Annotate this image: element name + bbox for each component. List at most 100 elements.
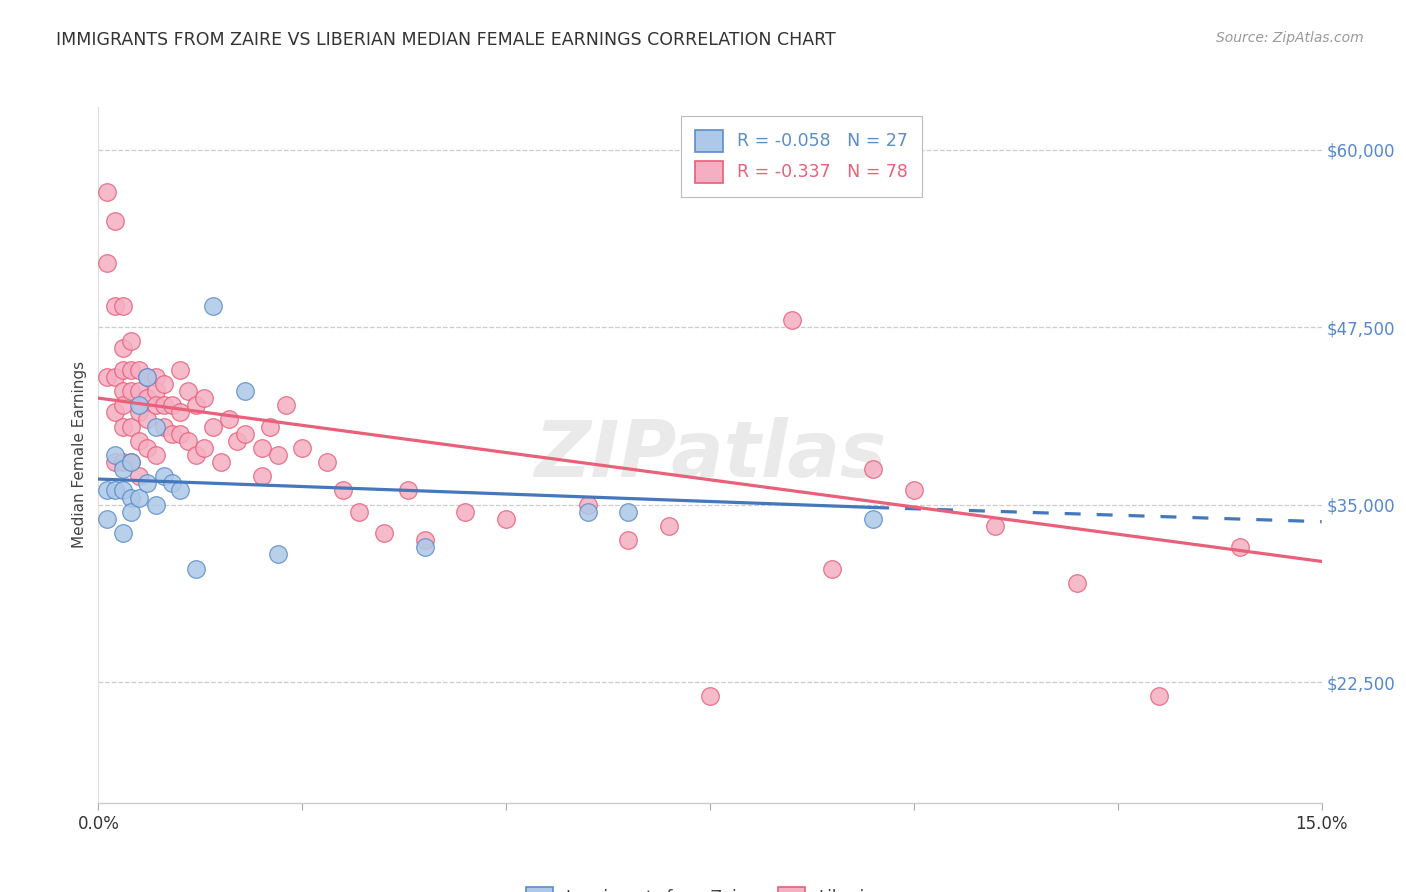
Text: IMMIGRANTS FROM ZAIRE VS LIBERIAN MEDIAN FEMALE EARNINGS CORRELATION CHART: IMMIGRANTS FROM ZAIRE VS LIBERIAN MEDIAN…	[56, 31, 837, 49]
Point	[152, 469, 174, 483]
Point	[152, 376, 174, 391]
Point	[120, 505, 142, 519]
Point	[120, 334, 142, 349]
Point	[332, 483, 354, 498]
Point	[250, 441, 273, 455]
Point	[780, 313, 803, 327]
Point	[169, 405, 191, 419]
Point	[136, 391, 159, 405]
Point	[617, 533, 640, 548]
Point	[160, 398, 183, 412]
Y-axis label: Median Female Earnings: Median Female Earnings	[72, 361, 87, 549]
Point	[1147, 690, 1170, 704]
Point	[186, 398, 208, 412]
Point	[104, 405, 127, 419]
Point	[104, 213, 127, 227]
Point	[413, 533, 436, 548]
Point	[576, 498, 599, 512]
Point	[186, 561, 208, 575]
Point	[136, 412, 159, 426]
Point	[177, 384, 200, 398]
Point	[96, 186, 118, 200]
Point	[267, 547, 290, 561]
Point	[186, 448, 208, 462]
Point	[104, 455, 127, 469]
Point	[250, 469, 273, 483]
Text: ZIPatlas: ZIPatlas	[534, 417, 886, 493]
Point	[274, 398, 297, 412]
Point	[315, 455, 337, 469]
Point	[862, 462, 884, 476]
Point	[152, 398, 174, 412]
Point	[111, 342, 134, 356]
Point	[658, 519, 681, 533]
Point	[145, 498, 167, 512]
Point	[193, 391, 215, 405]
Point	[104, 299, 127, 313]
Point	[160, 476, 183, 491]
Point	[209, 455, 232, 469]
Point	[699, 690, 721, 704]
Point	[169, 362, 191, 376]
Point	[267, 448, 290, 462]
Point	[120, 455, 142, 469]
Point	[233, 426, 256, 441]
Point	[576, 505, 599, 519]
Point	[145, 384, 167, 398]
Point	[413, 540, 436, 554]
Point	[111, 455, 134, 469]
Point	[396, 483, 419, 498]
Point	[145, 369, 167, 384]
Point	[145, 398, 167, 412]
Point	[349, 505, 371, 519]
Point	[1066, 575, 1088, 590]
Point	[160, 426, 183, 441]
Point	[259, 419, 281, 434]
Point	[128, 398, 150, 412]
Point	[862, 512, 884, 526]
Point	[169, 483, 191, 498]
Point	[145, 419, 167, 434]
Point	[111, 299, 134, 313]
Point	[617, 505, 640, 519]
Point	[104, 448, 127, 462]
Point	[128, 405, 150, 419]
Point	[128, 469, 150, 483]
Point	[120, 455, 142, 469]
Point	[1229, 540, 1251, 554]
Point	[291, 441, 314, 455]
Point	[454, 505, 477, 519]
Point	[96, 256, 118, 270]
Point	[111, 462, 134, 476]
Point	[201, 299, 224, 313]
Point	[96, 483, 118, 498]
Point	[111, 398, 134, 412]
Point	[128, 362, 150, 376]
Point	[120, 491, 142, 505]
Point	[111, 419, 134, 434]
Point	[136, 441, 159, 455]
Point	[111, 526, 134, 541]
Point	[111, 483, 134, 498]
Point	[373, 526, 395, 541]
Point	[136, 476, 159, 491]
Point	[201, 419, 224, 434]
Point	[218, 412, 240, 426]
Point	[128, 491, 150, 505]
Point	[96, 369, 118, 384]
Point	[111, 362, 134, 376]
Legend: Immigrants from Zaire, Liberians: Immigrants from Zaire, Liberians	[519, 880, 901, 892]
Text: Source: ZipAtlas.com: Source: ZipAtlas.com	[1216, 31, 1364, 45]
Point	[177, 434, 200, 448]
Point	[821, 561, 844, 575]
Point	[120, 362, 142, 376]
Point	[111, 384, 134, 398]
Point	[96, 512, 118, 526]
Point	[128, 434, 150, 448]
Point	[120, 419, 142, 434]
Point	[120, 384, 142, 398]
Point	[233, 384, 256, 398]
Point	[193, 441, 215, 455]
Point	[169, 426, 191, 441]
Point	[984, 519, 1007, 533]
